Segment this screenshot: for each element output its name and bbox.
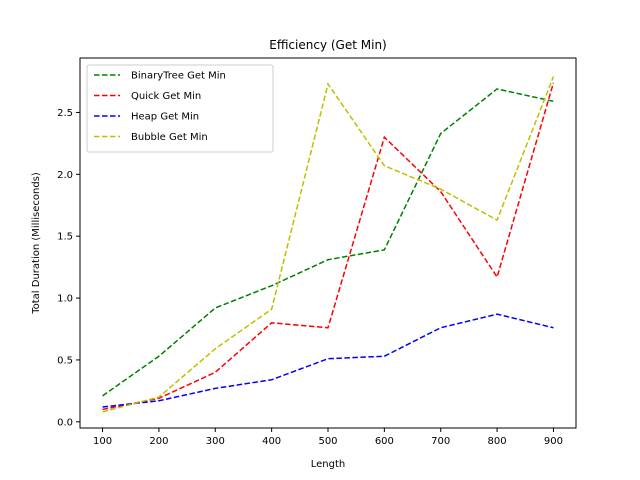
series-line-3	[102, 76, 555, 413]
y-tick-label: 1.0	[57, 294, 73, 305]
y-tick-label: 2.0	[57, 170, 73, 181]
x-tick-label: 100	[93, 436, 112, 447]
x-axis-label: Length	[311, 459, 346, 470]
y-tick-label: 1.5	[57, 232, 73, 243]
y-tick-label: 0.5	[57, 355, 73, 366]
x-tick-label: 500	[318, 436, 337, 447]
x-tick-label: 200	[149, 436, 168, 447]
x-tick-label: 700	[431, 436, 450, 447]
x-tick-label: 800	[488, 436, 507, 447]
x-tick-label: 600	[375, 436, 394, 447]
x-tick-label: 400	[262, 436, 281, 447]
legend-label-2: Heap Get Min	[131, 112, 199, 123]
legend: BinaryTree Get Min Quick Get Min Heap Get …	[86, 64, 274, 153]
series-line-2	[102, 313, 554, 408]
x-axis-ticks: 100 200 300 400 500 600 700 800 900	[93, 428, 563, 447]
y-axis-ticks: 0.0 0.5 1.0 1.5 2.0 2.5	[57, 108, 80, 428]
series-line-0	[102, 88, 554, 397]
series-layer	[102, 76, 555, 413]
y-tick-label: 2.5	[57, 108, 73, 119]
series-line-1	[102, 82, 555, 411]
legend-box	[86, 64, 274, 153]
x-tick-label: 900	[544, 436, 563, 447]
chart-title: Efficiency (Get Min)	[269, 38, 386, 52]
legend-label-0: BinaryTree Get Min	[131, 71, 226, 82]
plot-frame	[79, 57, 577, 429]
legend-label-1: Quick Get Min	[131, 91, 201, 102]
y-tick-label: 0.0	[57, 417, 73, 428]
y-axis-label: Total Duration (Milliseconds)	[31, 172, 42, 315]
x-tick-label: 300	[206, 436, 225, 447]
legend-label-3: Bubble Get Min	[131, 132, 208, 143]
